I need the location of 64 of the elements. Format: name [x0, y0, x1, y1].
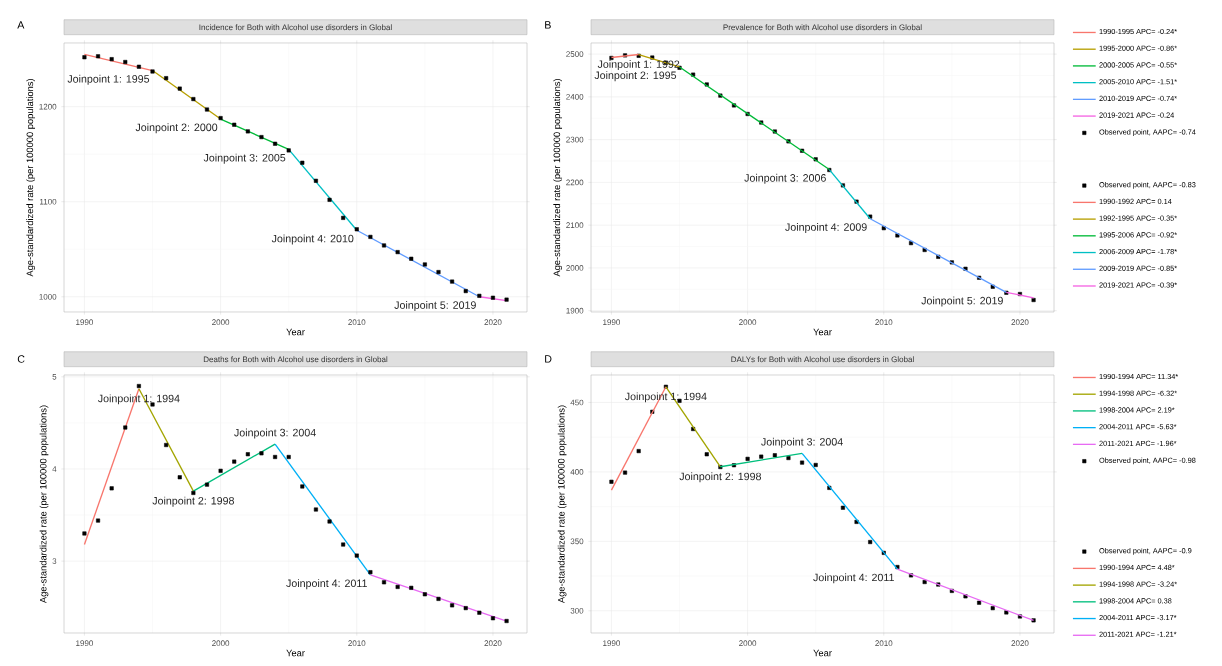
- y-tick-label: 450: [570, 399, 584, 406]
- y-tick-label: 400: [570, 469, 584, 475]
- x-tick-label: 2010: [348, 640, 366, 647]
- annotation: Joinpoint 5: 2019: [394, 301, 476, 311]
- y-tick-label: 4: [52, 466, 57, 472]
- x-tick-label: 2000: [739, 640, 757, 647]
- text: D: [545, 355, 552, 363]
- x-tick-label: 1990: [603, 319, 621, 326]
- x-axis-title: Year: [813, 328, 832, 336]
- y-tick-label: 1200: [39, 103, 57, 110]
- text: C: [17, 355, 25, 363]
- chart-title: DALYs for Both with Alcohol use disorders in Global: [731, 356, 914, 363]
- x-tick-label: 2000: [212, 640, 230, 647]
- x-axis-title: Year: [286, 649, 305, 657]
- x-tick-label: 2020: [1011, 319, 1029, 326]
- y-tick-label: 2400: [566, 94, 584, 100]
- chart-title: Prevalence for Both with Alcohol use disorders in Global: [723, 24, 922, 31]
- annotation: Joinpoint 4: 2010: [271, 234, 354, 245]
- text: A: [17, 21, 25, 29]
- annotation: Joinpoint 3: 2004: [234, 428, 316, 439]
- y-tick-label: 350: [570, 538, 584, 545]
- x-tick-label: 1990: [603, 640, 621, 647]
- y-tick-label: 2100: [566, 222, 584, 229]
- annotation: Joinpoint 2: 1995: [594, 71, 677, 82]
- annotation: Joinpoint 4: 2011: [813, 573, 894, 584]
- annotation: Joinpoint 4: 2011: [286, 579, 367, 590]
- x-tick-label: 2020: [484, 319, 502, 326]
- y-tick-label: 1900: [566, 307, 584, 314]
- y-tick-label: 1000: [39, 293, 57, 300]
- annotation: Joinpoint 2: 1998: [152, 496, 234, 507]
- y-axis-title: Age-standardized rate (per 100000 populations): [553, 79, 563, 277]
- annotation: Joinpoint 5: 2019: [921, 296, 1003, 307]
- y-tick-label: 2200: [566, 179, 584, 186]
- annotation: Joinpoint 3: 2006: [744, 173, 826, 184]
- y-tick-label: 5: [52, 374, 57, 380]
- x-tick-label: 2000: [212, 319, 230, 326]
- annotation: Joinpoint 2: 1998: [679, 472, 761, 483]
- x-tick-label: 2010: [875, 640, 893, 647]
- y-tick-label: 300: [570, 607, 584, 614]
- y-tick-label: 2300: [566, 136, 584, 143]
- y-tick-label: 2500: [566, 51, 584, 57]
- chart-title: Incidence for Both with Alcohol use disorders in Global: [199, 24, 392, 31]
- chart-title: Deaths for Both with Alcohol use disorders in Global: [203, 356, 388, 363]
- y-axis-title: Age-standardized rate (per 100000 populations): [557, 405, 567, 604]
- annotation: Joinpoint 1: 1995: [67, 74, 150, 85]
- annotation: Joinpoint 4: 2009: [785, 223, 867, 233]
- x-axis-title: Year: [813, 649, 832, 657]
- annotation: Joinpoint 3: 2004: [761, 437, 843, 448]
- y-tick-label: 3: [52, 558, 57, 564]
- y-axis-title: Age-standardized rate (per 100000 populations): [26, 79, 36, 277]
- y-tick-label: 1100: [40, 198, 57, 205]
- y-axis-title: Age-standardized rate (per 100000 populations): [39, 405, 49, 604]
- text: B: [545, 21, 551, 29]
- x-tick-label: 1990: [76, 640, 94, 647]
- x-axis-title: Year: [286, 328, 305, 336]
- x-tick-label: 2010: [875, 319, 893, 326]
- annotation: Joinpoint 3: 2005: [203, 153, 286, 164]
- x-tick-label: 2000: [739, 319, 757, 326]
- annotation: Joinpoint 2: 2000: [135, 123, 218, 134]
- x-tick-label: 1990: [76, 319, 94, 326]
- x-tick-label: 2020: [1011, 640, 1029, 647]
- y-tick-label: 2000: [566, 265, 584, 271]
- x-tick-label: 2020: [484, 640, 502, 647]
- x-tick-label: 2010: [348, 319, 366, 326]
